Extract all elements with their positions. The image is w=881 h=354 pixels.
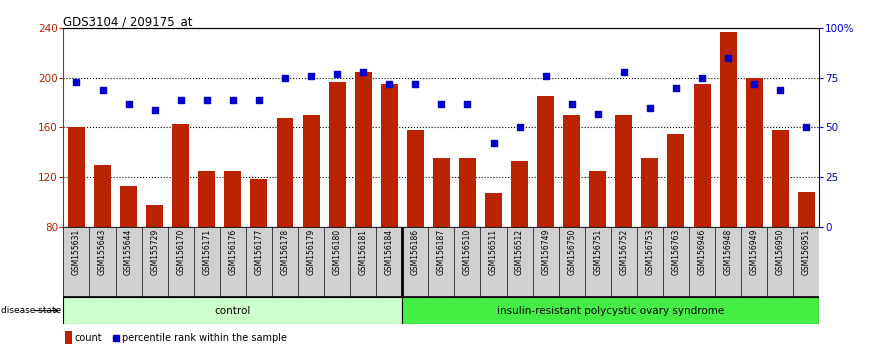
Point — [565, 101, 579, 107]
Text: GSM156951: GSM156951 — [802, 229, 811, 275]
Text: GSM156946: GSM156946 — [698, 229, 707, 275]
Text: GSM156763: GSM156763 — [671, 229, 680, 275]
Text: GSM156186: GSM156186 — [411, 229, 420, 275]
Point — [252, 97, 266, 103]
Point — [278, 75, 292, 81]
Point — [669, 85, 683, 91]
Point — [695, 75, 709, 81]
Text: GSM156187: GSM156187 — [437, 229, 446, 275]
Text: GSM156181: GSM156181 — [359, 229, 367, 275]
Point — [434, 101, 448, 107]
Bar — [615, 115, 633, 326]
Text: GSM156178: GSM156178 — [280, 229, 290, 275]
Bar — [407, 130, 424, 326]
Text: GSM156753: GSM156753 — [646, 229, 655, 275]
Text: count: count — [75, 332, 102, 343]
Text: GSM156950: GSM156950 — [776, 229, 785, 275]
Text: GDS3104 / 209175_at: GDS3104 / 209175_at — [63, 15, 193, 28]
Point — [513, 125, 527, 130]
Text: GSM156177: GSM156177 — [255, 229, 263, 275]
Bar — [120, 185, 137, 326]
Text: GSM156176: GSM156176 — [228, 229, 237, 275]
Bar — [146, 205, 163, 326]
Point — [174, 97, 188, 103]
Point — [617, 69, 631, 75]
Point — [408, 81, 422, 87]
Text: GSM155643: GSM155643 — [98, 229, 107, 275]
Text: disease state: disease state — [1, 306, 62, 315]
Point — [747, 81, 761, 87]
Text: control: control — [215, 306, 251, 316]
Point — [799, 125, 813, 130]
Text: GSM156170: GSM156170 — [176, 229, 185, 275]
Text: GSM156184: GSM156184 — [385, 229, 394, 275]
Point — [486, 141, 500, 146]
Bar — [745, 78, 763, 326]
Bar — [537, 96, 554, 326]
Bar — [641, 159, 658, 326]
Point — [304, 73, 318, 79]
Point — [461, 101, 475, 107]
Text: GSM156180: GSM156180 — [333, 229, 342, 275]
Text: GSM156511: GSM156511 — [489, 229, 498, 275]
Bar — [693, 84, 710, 326]
Text: GSM156948: GSM156948 — [723, 229, 733, 275]
Bar — [65, 331, 72, 344]
Bar — [589, 171, 606, 326]
Bar — [381, 84, 397, 326]
Bar — [277, 118, 293, 326]
Text: percentile rank within the sample: percentile rank within the sample — [122, 332, 287, 343]
Point — [591, 111, 605, 116]
Bar — [329, 81, 345, 326]
Bar — [94, 165, 111, 326]
Bar — [250, 179, 268, 326]
Point — [70, 79, 84, 85]
Point — [148, 107, 162, 113]
Bar — [668, 133, 685, 326]
Point — [200, 97, 214, 103]
Point — [95, 87, 109, 93]
Bar — [302, 115, 320, 326]
Point — [774, 87, 788, 93]
Text: GSM156949: GSM156949 — [750, 229, 759, 275]
Text: GSM155644: GSM155644 — [124, 229, 133, 275]
Bar — [563, 115, 581, 326]
Bar — [225, 171, 241, 326]
Text: GSM156749: GSM156749 — [541, 229, 550, 275]
Bar — [511, 161, 528, 326]
Bar — [772, 130, 788, 326]
Text: GSM156750: GSM156750 — [567, 229, 576, 275]
Bar — [68, 127, 85, 326]
Bar — [485, 193, 502, 326]
Text: GSM156171: GSM156171 — [203, 229, 211, 275]
Bar — [355, 72, 372, 326]
Bar — [433, 159, 450, 326]
Text: GSM155729: GSM155729 — [150, 229, 159, 275]
Text: GSM156179: GSM156179 — [307, 229, 315, 275]
Point — [356, 69, 370, 75]
Text: GSM155631: GSM155631 — [72, 229, 81, 275]
Point — [226, 97, 240, 103]
Point — [382, 81, 396, 87]
Bar — [198, 171, 215, 326]
Bar — [403, 297, 819, 324]
Point — [643, 105, 657, 110]
Point — [330, 71, 344, 77]
Text: GSM156752: GSM156752 — [619, 229, 628, 275]
Text: GSM156510: GSM156510 — [463, 229, 472, 275]
Point — [538, 73, 552, 79]
Text: insulin-resistant polycystic ovary syndrome: insulin-resistant polycystic ovary syndr… — [497, 306, 724, 316]
Bar — [63, 297, 403, 324]
Bar — [798, 192, 815, 326]
Text: GSM156512: GSM156512 — [515, 229, 524, 275]
Point — [122, 101, 136, 107]
Bar — [173, 124, 189, 326]
Text: GSM156751: GSM156751 — [593, 229, 603, 275]
Bar — [459, 159, 476, 326]
Point — [721, 55, 735, 61]
Bar — [720, 32, 737, 326]
